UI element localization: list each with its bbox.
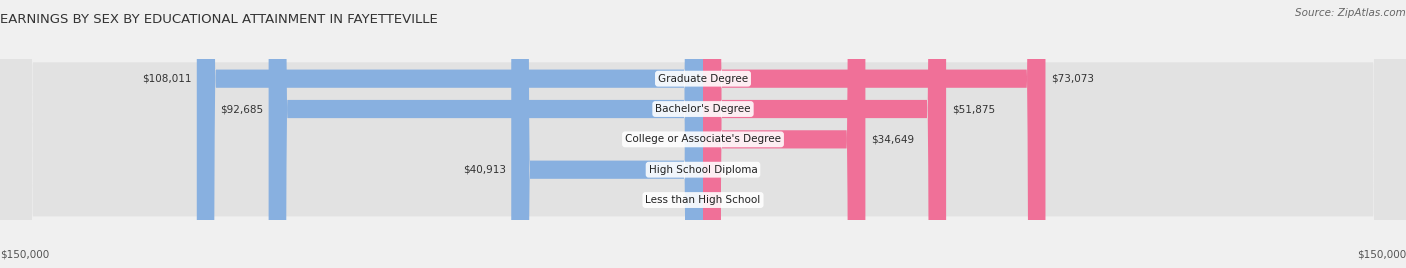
Text: $0: $0 <box>688 195 700 205</box>
Text: EARNINGS BY SEX BY EDUCATIONAL ATTAINMENT IN FAYETTEVILLE: EARNINGS BY SEX BY EDUCATIONAL ATTAINMEN… <box>0 13 437 27</box>
Text: $51,875: $51,875 <box>952 104 995 114</box>
Text: $0: $0 <box>706 195 718 205</box>
FancyBboxPatch shape <box>703 0 946 268</box>
Text: Source: ZipAtlas.com: Source: ZipAtlas.com <box>1295 8 1406 18</box>
Text: $108,011: $108,011 <box>142 74 191 84</box>
FancyBboxPatch shape <box>512 0 703 268</box>
Text: $92,685: $92,685 <box>219 104 263 114</box>
Text: $73,073: $73,073 <box>1052 74 1094 84</box>
Text: Bachelor's Degree: Bachelor's Degree <box>655 104 751 114</box>
FancyBboxPatch shape <box>269 0 703 268</box>
Text: College or Associate's Degree: College or Associate's Degree <box>626 134 780 144</box>
Text: $150,000: $150,000 <box>0 250 49 260</box>
Text: Less than High School: Less than High School <box>645 195 761 205</box>
Text: $34,649: $34,649 <box>870 134 914 144</box>
Text: Graduate Degree: Graduate Degree <box>658 74 748 84</box>
FancyBboxPatch shape <box>703 0 1046 268</box>
Text: $0: $0 <box>688 134 700 144</box>
Text: $150,000: $150,000 <box>1357 250 1406 260</box>
Text: $40,913: $40,913 <box>463 165 506 175</box>
Text: $0: $0 <box>706 165 718 175</box>
Text: High School Diploma: High School Diploma <box>648 165 758 175</box>
FancyBboxPatch shape <box>197 0 703 268</box>
FancyBboxPatch shape <box>703 0 865 268</box>
